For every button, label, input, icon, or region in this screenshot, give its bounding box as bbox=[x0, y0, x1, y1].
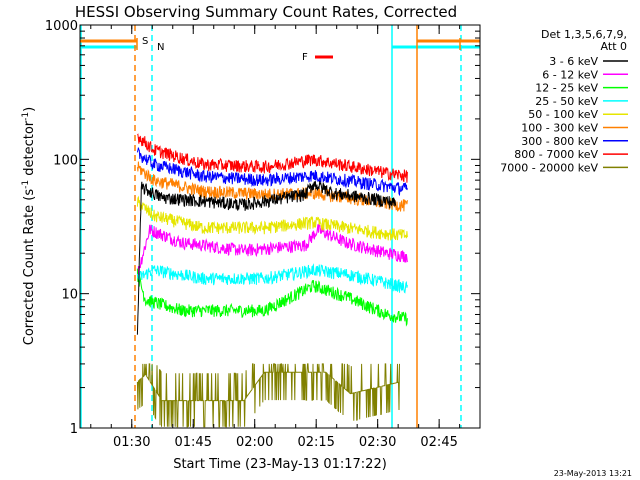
plot-frame bbox=[79, 24, 481, 429]
series-line bbox=[136, 263, 408, 294]
flare-marker-label: F bbox=[302, 52, 308, 63]
series-line bbox=[136, 180, 397, 335]
series-line bbox=[136, 268, 408, 327]
y-tick-label: 1000 bbox=[45, 19, 78, 34]
plot-annotations: SN F bbox=[80, 25, 480, 428]
x-tick-label: 01:30 bbox=[113, 435, 150, 450]
x-axis-ticks: 01:30 01:45 02:00 02:15 02:30 02:45 bbox=[90, 25, 461, 450]
series-line bbox=[136, 195, 408, 241]
series-line bbox=[136, 147, 408, 197]
x-tick-label: 01:45 bbox=[175, 435, 212, 450]
legend-header-line: Att 0 bbox=[601, 40, 627, 53]
y-axis-ticks: 1000 100 10 1 bbox=[45, 19, 480, 437]
legend-entry-label: 800 - 7000 keV bbox=[514, 148, 598, 161]
legend-entry-label: 6 - 12 keV bbox=[542, 68, 598, 81]
legend-entry-label: 7000 - 20000 keV bbox=[500, 161, 598, 174]
y-axis-label: Corrected Count Rate (s-1 detector-1) bbox=[21, 107, 37, 345]
timestamp: 23-May-2013 13:21 bbox=[554, 469, 632, 478]
series-line bbox=[136, 223, 408, 276]
x-tick-label: 02:30 bbox=[359, 435, 396, 450]
x-axis-label: Start Time (23-May-13 01:17:22) bbox=[173, 457, 387, 472]
series-layer bbox=[136, 133, 408, 428]
series-line bbox=[137, 133, 408, 183]
x-tick-label: 02:45 bbox=[420, 435, 457, 450]
legend-header-line: Det 1,3,5,6,7,9, bbox=[541, 28, 627, 41]
legend-entry-label: 3 - 6 keV bbox=[549, 55, 598, 68]
x-tick-label: 02:00 bbox=[236, 435, 273, 450]
x-tick-label: 02:15 bbox=[297, 435, 334, 450]
chart-title: HESSI Observing Summary Count Rates, Cor… bbox=[75, 3, 457, 21]
y-tick-label: 100 bbox=[53, 153, 78, 168]
legend-entry-label: 300 - 800 keV bbox=[521, 135, 598, 148]
series-line bbox=[136, 363, 400, 428]
y-tick-label: 1 bbox=[70, 422, 78, 437]
night-marker-label: N bbox=[157, 42, 164, 53]
y-tick-label: 10 bbox=[61, 288, 78, 303]
legend-entry-label: 100 - 300 keV bbox=[521, 122, 598, 135]
legend-entry-label: 50 - 100 keV bbox=[528, 108, 598, 121]
legend-entry-label: 25 - 50 keV bbox=[535, 95, 598, 108]
saa-marker-label: S bbox=[142, 36, 148, 47]
legend-entry-label: 12 - 25 keV bbox=[535, 82, 598, 95]
